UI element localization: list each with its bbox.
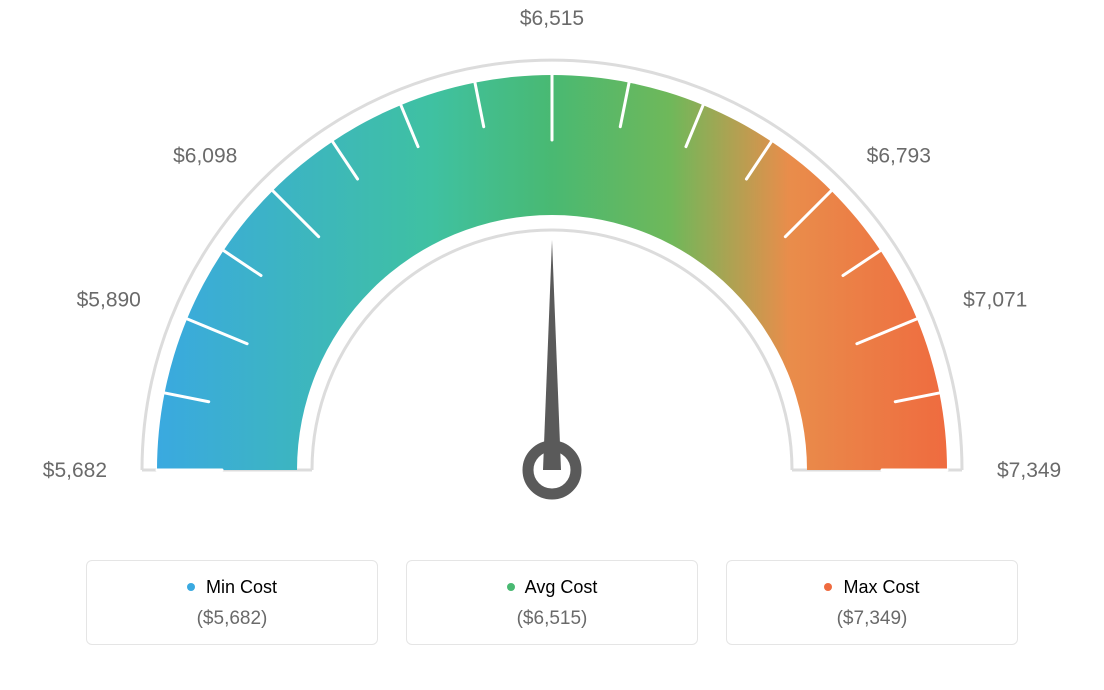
legend-card-avg: Avg Cost ($6,515) xyxy=(406,560,698,645)
legend-card-max: Max Cost ($7,349) xyxy=(726,560,1018,645)
svg-text:$6,515: $6,515 xyxy=(520,7,584,30)
svg-text:$5,682: $5,682 xyxy=(43,459,107,482)
legend-value-avg: ($6,515) xyxy=(407,608,697,630)
legend-row: Min Cost ($5,682) Avg Cost ($6,515) Max … xyxy=(0,560,1104,645)
gauge-chart: $5,682 $5,890 $6,098 $6,515 $6,793 $7,071 $7,3… xyxy=(0,0,1104,545)
legend-value-min: ($5,682) xyxy=(87,608,377,630)
svg-text:$6,793: $6,793 xyxy=(867,144,931,167)
legend-dot-max xyxy=(824,583,832,591)
svg-text:$7,349: $7,349 xyxy=(997,459,1061,482)
legend-dot-avg xyxy=(507,583,515,591)
legend-card-min: Min Cost ($5,682) xyxy=(86,560,378,645)
svg-text:$6,098: $6,098 xyxy=(173,144,237,167)
svg-text:$5,890: $5,890 xyxy=(77,289,141,312)
legend-value-max: ($7,349) xyxy=(727,608,1017,630)
legend-title-max: Max Cost xyxy=(843,577,919,597)
legend-title-min: Min Cost xyxy=(206,577,277,597)
svg-text:$7,071: $7,071 xyxy=(963,289,1027,312)
legend-title-avg: Avg Cost xyxy=(525,577,598,597)
legend-dot-min xyxy=(187,583,195,591)
